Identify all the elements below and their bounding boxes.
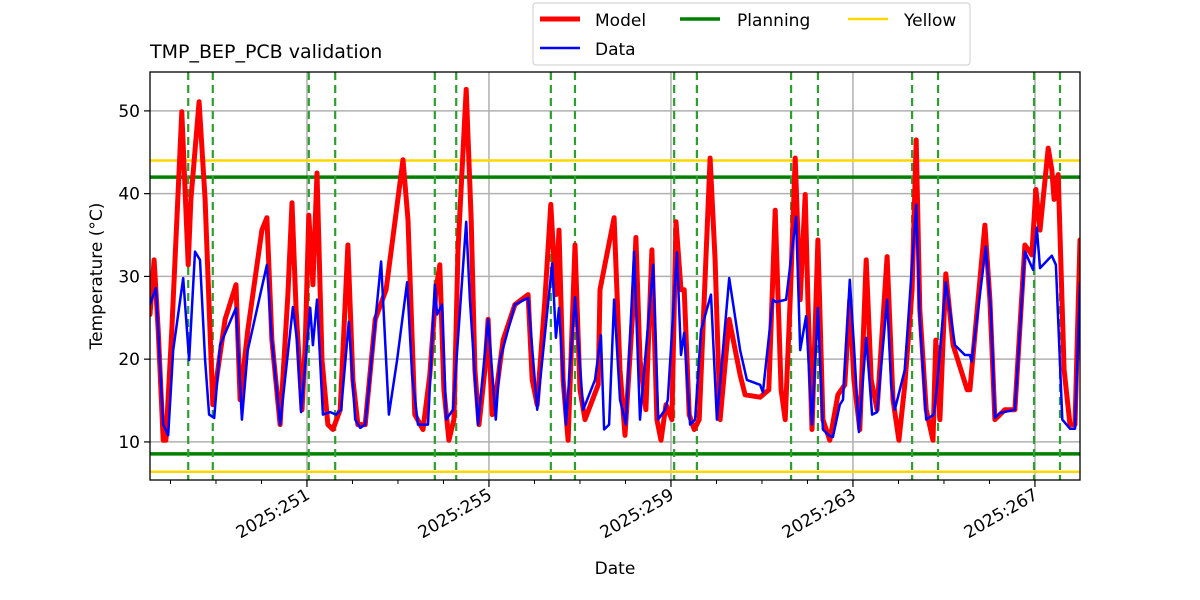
legend: Model Planning Yellow Data	[532, 2, 971, 66]
y-tick-label: 10	[118, 433, 140, 453]
series-line-model	[150, 86, 1080, 443]
legend-label-yellow: Yellow	[903, 11, 956, 31]
legend-label-planning: Planning	[737, 11, 810, 31]
x-tick-label: 2025:255	[415, 485, 496, 543]
x-tick-label: 2025:263	[779, 485, 860, 543]
y-tick-label: 20	[118, 350, 140, 370]
x-axis-label: Date	[595, 559, 636, 579]
chart-title: TMP_BEP_PCB validation	[149, 41, 382, 63]
y-tick-label: 30	[118, 267, 140, 287]
legend-label-data: Data	[595, 40, 636, 60]
y-axis-label: Temperature (°C)	[87, 203, 107, 351]
series-group	[150, 86, 1080, 443]
x-tick-label: 2025:267	[961, 485, 1042, 543]
x-tick-label: 2025:259	[597, 485, 678, 543]
y-tick-label: 40	[118, 185, 140, 205]
threshold-lines	[150, 159, 1080, 473]
y-tick-label: 50	[118, 102, 140, 122]
series-line-data	[150, 203, 1080, 439]
x-tick-label: 2025:251	[233, 485, 314, 543]
legend-label-model: Model	[595, 11, 646, 31]
